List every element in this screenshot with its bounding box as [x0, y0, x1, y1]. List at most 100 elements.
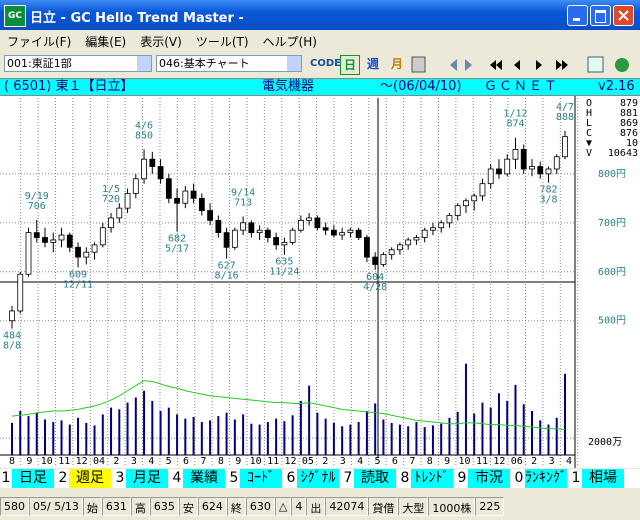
volume-bar: [60, 420, 63, 455]
function-key[interactable]: 1 相場: [570, 469, 627, 488]
menu-item[interactable]: ヘルプ(H): [262, 35, 317, 49]
annotation-label: 11/24: [269, 267, 299, 278]
annotation-label: 782: [539, 185, 557, 196]
function-key[interactable]: 3 月足: [114, 469, 171, 488]
quote-value: 879: [619, 98, 638, 109]
candle-body: [182, 190, 189, 204]
close-button[interactable]: [613, 5, 634, 26]
status-cell: 貸借: [368, 497, 399, 516]
function-key-number: 1: [1, 470, 11, 486]
menu-item[interactable]: 表示(V): [140, 35, 182, 49]
volume-bar: [217, 416, 220, 455]
market-combo[interactable]: 001:東証1部: [4, 55, 152, 72]
menu-item[interactable]: 編集(E): [85, 35, 127, 49]
minimize-button[interactable]: [567, 5, 588, 26]
daily-button[interactable]: 日: [340, 55, 360, 75]
candle-body: [42, 237, 48, 243]
function-key-label: 業績: [183, 469, 225, 488]
annotation-label: 12/11: [63, 279, 93, 290]
candle-body: [397, 244, 403, 251]
x-tick-label: 7: [200, 456, 206, 467]
candle-body: [124, 193, 131, 209]
menu-item[interactable]: ファイル(F): [7, 35, 72, 49]
candle-body: [330, 229, 337, 236]
volume-bar: [225, 412, 228, 455]
annotation-label: 1/5: [102, 184, 120, 195]
x-tick-label: 4: [566, 456, 572, 467]
function-key[interactable]: 0 ﾗﾝｷﾝｸﾞ: [513, 469, 570, 488]
x-tick-label: 12: [284, 456, 296, 467]
code-button[interactable]: CODE: [310, 58, 341, 69]
candle-body: [430, 227, 436, 231]
candle-body: [25, 232, 32, 275]
maximize-button[interactable]: [590, 5, 611, 26]
combo-arrow[interactable]: [137, 56, 151, 71]
volume-bar: [250, 423, 253, 455]
monthly-button[interactable]: 月: [390, 57, 403, 71]
function-key-label: 日足: [12, 469, 54, 488]
quote-label: O: [586, 98, 593, 109]
menu-item[interactable]: ツール(T): [195, 35, 249, 49]
window-title: 日立 - GC Hello Trend Master -: [30, 11, 244, 26]
candle-body: [223, 232, 230, 248]
x-tick-label: 04: [93, 456, 105, 467]
quote-row: V 10643: [586, 149, 638, 159]
quote-value: 869: [619, 118, 638, 129]
x-tick-label: 06: [511, 456, 523, 467]
function-key[interactable]: 2 週足: [57, 469, 114, 488]
weekly-button[interactable]: 週: [366, 57, 379, 71]
candle-body: [17, 273, 24, 312]
function-key[interactable]: 1 日足: [0, 469, 57, 488]
function-key[interactable]: 8 ﾄﾚﾝﾄﾞ: [399, 469, 456, 488]
function-key-label: 月足: [126, 469, 168, 488]
y2-tick-label: 2000万: [588, 437, 622, 448]
volume-bar: [200, 422, 203, 455]
app-icon: GC: [4, 5, 26, 27]
volume-bar: [365, 411, 368, 455]
annotation-label: 4/6: [135, 120, 153, 131]
candle-body: [479, 183, 486, 197]
function-key[interactable]: 7 読取: [342, 469, 399, 488]
status-cell: 安: [178, 497, 198, 516]
volume-bar: [159, 411, 162, 455]
volume-bar: [118, 409, 121, 455]
status-cell: 225: [475, 497, 505, 516]
status-cell: 631: [101, 497, 131, 516]
volume-bar: [564, 373, 566, 455]
x-tick-label: 9: [444, 456, 450, 467]
volume-bar: [233, 419, 236, 455]
annotation-label: 627: [218, 261, 236, 272]
function-key-number: 5: [229, 470, 239, 486]
candle-body: [438, 222, 445, 229]
function-key[interactable]: 5 ｺｰﾄﾞ: [228, 469, 285, 488]
volume-bar: [19, 411, 22, 455]
chart-value: 046:基本チャート: [159, 57, 250, 70]
candle-body: [553, 156, 560, 170]
x-tick-label: 5: [166, 456, 172, 467]
sector: 電気機器: [262, 79, 315, 94]
candle-body: [545, 168, 552, 175]
candle-body: [405, 239, 412, 246]
x-tick-label: 2: [322, 456, 328, 467]
chart-combo[interactable]: 046:基本チャート: [156, 55, 302, 72]
candle-body: [364, 237, 370, 258]
volume-bar: [481, 402, 484, 455]
volume-bar: [275, 418, 278, 455]
function-key[interactable]: 4 業績: [171, 469, 228, 488]
volume-bar: [431, 425, 434, 455]
function-key-label: 週足: [69, 469, 111, 488]
function-key-number: 4: [172, 470, 182, 486]
volume-bar: [101, 414, 104, 455]
function-key-label: 読取: [354, 469, 396, 488]
function-key[interactable]: 6 ｼｸﾞﾅﾙ: [285, 469, 342, 488]
combo-arrow[interactable]: [287, 56, 301, 71]
volume-bar: [522, 404, 525, 455]
function-key-number: 9: [457, 470, 467, 486]
x-tick-label: 7: [409, 456, 415, 467]
quote-value: 876: [619, 128, 638, 139]
candle-body: [50, 239, 57, 243]
x-tick-label: 8: [218, 456, 224, 467]
volume-bar: [398, 424, 401, 455]
function-key[interactable]: 9 市況: [456, 469, 513, 488]
